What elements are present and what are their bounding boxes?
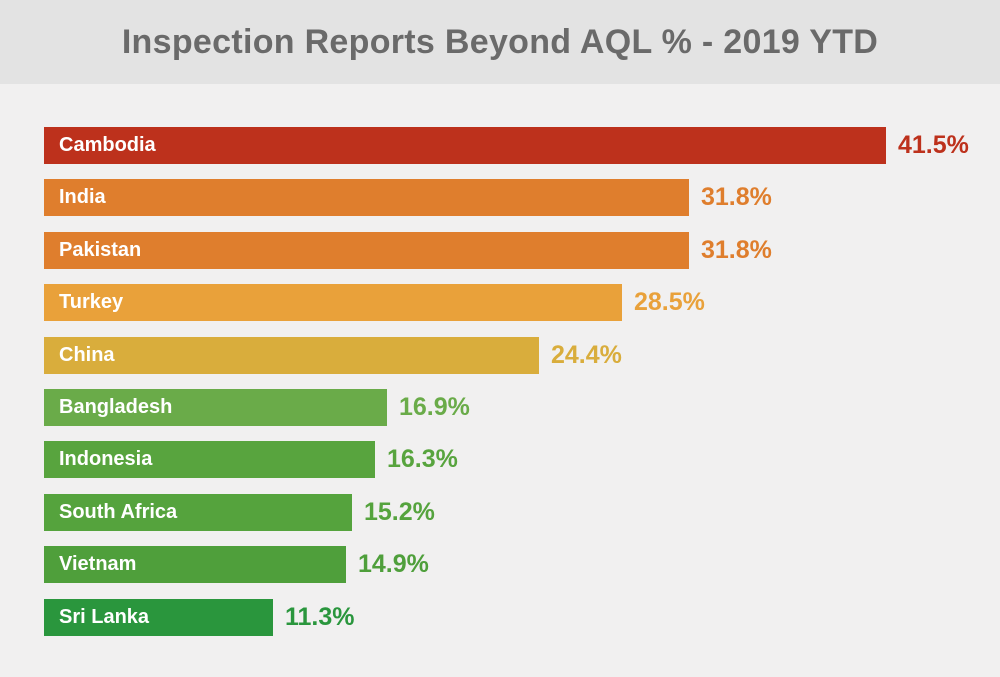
value-label: 31.8%	[701, 236, 772, 264]
bar-china	[44, 337, 539, 374]
category-label: Bangladesh	[59, 396, 173, 418]
value-label: 15.2%	[364, 498, 435, 526]
value-label: 24.4%	[551, 341, 622, 369]
category-label: Vietnam	[59, 553, 137, 575]
bar-turkey	[44, 284, 622, 321]
chart-title: Inspection Reports Beyond AQL % - 2019 Y…	[121, 23, 879, 61]
value-label: 31.8%	[701, 183, 772, 211]
bar-vietnam	[44, 546, 346, 583]
title-banner	[0, 0, 1000, 84]
bar-bangladesh	[44, 389, 387, 426]
value-label: 11.3%	[285, 603, 355, 631]
category-label: Indonesia	[59, 448, 153, 470]
value-label: 28.5%	[634, 288, 705, 316]
category-label: Turkey	[59, 291, 124, 313]
category-label: Sri Lanka	[59, 606, 150, 628]
bar-pakistan	[44, 232, 689, 269]
category-label: China	[59, 344, 115, 366]
category-label: South Africa	[59, 501, 178, 523]
category-label: Cambodia	[59, 134, 156, 156]
bar-cambodia	[44, 127, 886, 164]
bar-sri-lanka	[44, 599, 273, 636]
bar-india	[44, 179, 689, 216]
value-label: 14.9%	[358, 550, 429, 578]
bar-south-africa	[44, 494, 352, 531]
bar-indonesia	[44, 441, 375, 478]
value-label: 41.5%	[898, 131, 969, 159]
value-label: 16.9%	[399, 393, 470, 421]
category-label: Pakistan	[59, 239, 142, 261]
value-label: 16.3%	[387, 445, 458, 473]
category-label: India	[59, 186, 106, 208]
